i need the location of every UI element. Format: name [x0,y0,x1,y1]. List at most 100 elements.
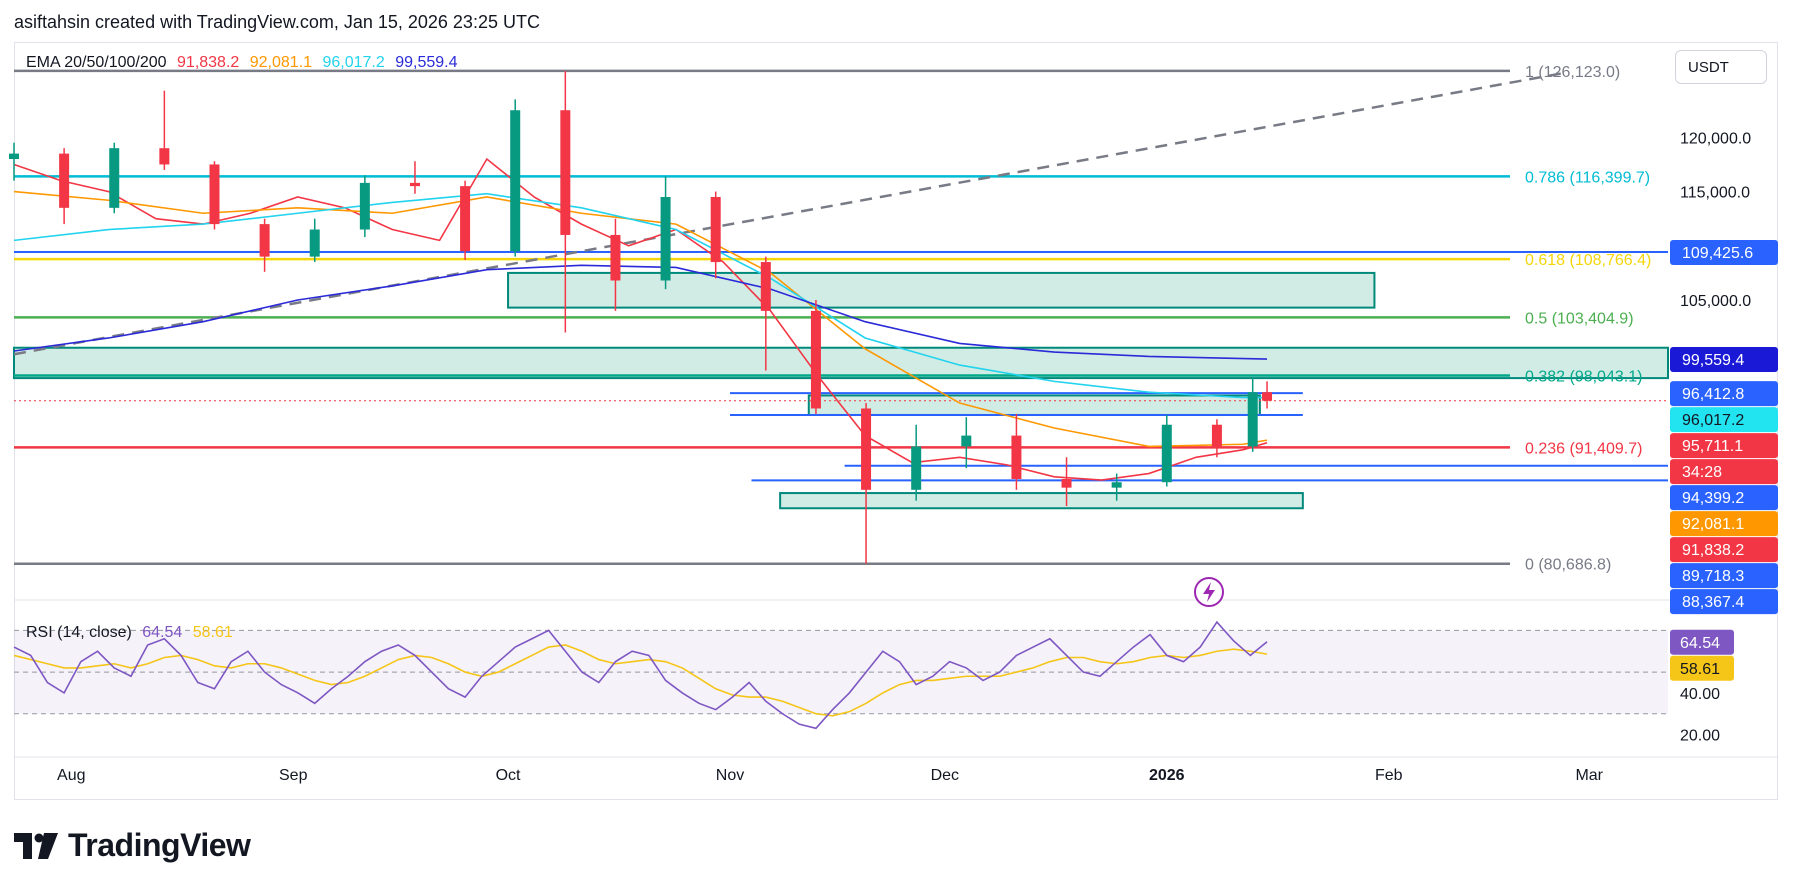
price-tag-bg [1670,563,1778,589]
time-axis-label: Dec [931,767,959,784]
rsi-axis-tick: 40.00 [1680,686,1720,703]
price-tag-bg [1670,347,1778,373]
currency-selector[interactable]: USDT [1675,50,1767,84]
candle-body [109,148,120,208]
rsi-legend-label: RSI (14, close) [26,624,132,641]
price-tag-bg [1670,381,1778,407]
support-zone [779,492,1304,510]
fib-level-label: 0.786 (116,399.7) [1525,169,1650,186]
price-tag-bg [1670,511,1778,537]
time-axis-label: Mar [1575,767,1603,784]
price-axis-tick: 105,000.0 [1680,293,1751,310]
candle-body [660,196,671,281]
price-tag: 99,559.4 [1670,347,1778,373]
candle-body [1061,478,1072,488]
fib-level-label: 0.5 (103,404.9) [1525,310,1634,327]
ema200-value: 99,559.4 [395,54,458,71]
rsi-legend[interactable]: RSI (14, close) 64.54 58.61 [26,624,239,642]
price-tag: 92,081.1 [1670,511,1778,537]
candle-body [810,310,821,409]
candle-body [209,164,220,225]
candle-body [1011,435,1022,479]
ema20-value: 91,838.2 [177,54,240,71]
lightning-icon [1194,577,1224,607]
price-tag-label: 88,367.4 [1682,594,1744,611]
rsi-tag: 58.61 [1670,655,1734,681]
price-axis-tick: 115,000.0 [1680,185,1750,202]
fib-level-label: 0.382 (98,043.1) [1525,368,1642,385]
candle-body [9,153,19,160]
time-axis-label: 2026 [1149,767,1185,784]
candle-body [59,153,70,208]
candle-body [911,446,922,490]
tradingview-icon [14,832,58,859]
price-tag: 109,425.6 [1670,240,1778,266]
trend-line [13,71,1568,356]
price-tag-bg [1670,485,1778,511]
candle-body [961,435,972,447]
candle-body [510,110,521,252]
price-tag-label: 94,399.2 [1682,490,1744,507]
ema200-line [13,264,1268,360]
price-tag: 96,017.2 [1670,407,1778,433]
candle-body [861,408,872,490]
time-axis-label: Feb [1375,767,1403,784]
candle-body [610,234,621,281]
candle-body [1111,482,1122,488]
price-tag-bg [1670,433,1778,459]
price-tag-label: 89,718.3 [1682,568,1744,585]
time-axis-label: Nov [716,767,744,784]
support-zone [807,394,1261,416]
candle-body [1247,392,1258,447]
time-axis-label: Sep [279,767,308,784]
candle-body [409,182,420,187]
ema-legend-label: EMA 20/50/100/200 [26,54,167,71]
price-tag: 34:28 [1670,459,1778,485]
rsi-tag-label: 58.61 [1680,661,1720,678]
attribution-header: asiftahsin created with TradingView.com,… [14,12,540,32]
price-tag-label: 92,081.1 [1682,516,1744,533]
ema50-value: 92,081.1 [249,54,313,71]
candle-body [760,262,771,311]
price-tag-bg [1670,240,1778,266]
rsi-tag: 64.54 [1670,629,1734,655]
price-tag: 89,718.3 [1670,563,1778,589]
ema50-line [13,190,1268,448]
rsi-line [13,620,1268,730]
price-tag: 96,412.8 [1670,381,1778,407]
fib-level-label: 0.618 (108,766.4) [1525,252,1651,269]
price-tag-bg [1670,589,1778,615]
price-tag-label: 109,425.6 [1682,245,1753,262]
support-zone [507,271,1376,309]
support-zone [13,346,1669,380]
ema20-line [13,157,1268,481]
price-tag: 91,838.2 [1670,537,1778,563]
candle-body [309,229,320,257]
ema-legend[interactable]: EMA 20/50/100/200 91,838.2 92,081.1 96,0… [26,54,464,72]
brand-name: TradingView [68,827,251,863]
candle-body [710,196,721,263]
brand-logo[interactable]: TradingView [14,827,251,864]
lightning-icon-bolt [1203,582,1215,602]
price-tag-label: 99,559.4 [1682,352,1744,369]
candle-body [1161,424,1172,483]
price-tag-label: 95,711.1 [1682,438,1743,455]
candle-body [560,110,571,235]
price-tag: 95,711.1 [1670,433,1778,459]
price-tag: 88,367.4 [1670,589,1778,615]
candle-body [359,182,370,230]
candle-body [1211,424,1222,447]
rsi-ma-line [13,644,1268,717]
rsi-ma-value: 58.61 [192,624,233,641]
candle-body [1262,392,1273,401]
price-axis-tick: 120,000.0 [1680,130,1751,147]
fib-level-label: 1 (126,123.0) [1525,64,1620,81]
price-tag-bg [1670,459,1778,485]
time-axis-label: Oct [496,767,521,784]
price-tag-label: 91,838.2 [1682,542,1744,559]
ema100-value: 96,017.2 [322,54,385,71]
ema100-line [13,192,1268,399]
candle-body [460,186,471,252]
fib-level-label: 0 (80,686.8) [1525,557,1611,574]
